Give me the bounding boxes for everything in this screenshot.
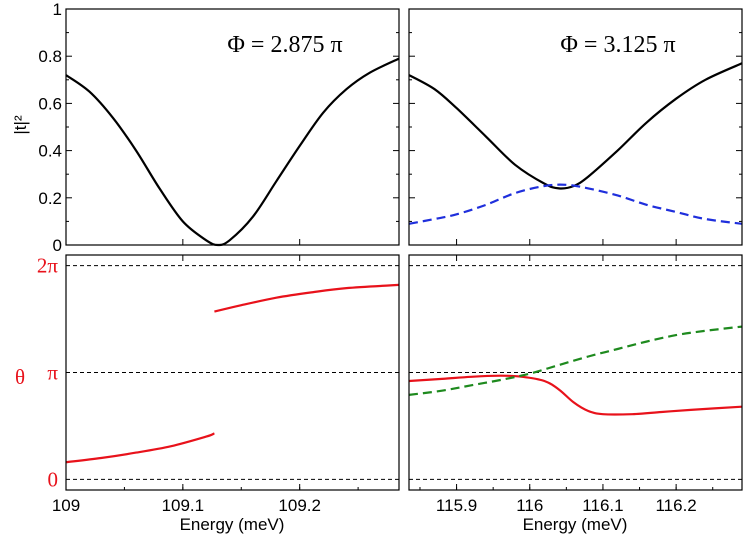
x-tick-label: 116 [516,496,543,515]
y-tick-label: 0.8 [38,47,62,66]
y-axis-title-phase: θ [15,365,25,389]
x-tick-label: 109.1 [162,496,205,515]
y-tick-label: 0.4 [38,142,62,161]
y-tick-label: 1 [53,0,62,19]
y-tick-label: π [47,361,58,385]
panel-bottom-left: 0 π 2π 109 109.1 109.2 [37,254,400,515]
x-tick-label: 109 [52,496,80,515]
y-tick-label: 0.6 [38,94,62,113]
series-line-bottom-left-1 [214,283,400,313]
plot-frame [408,254,743,491]
x-tick-label: 116.2 [655,496,696,515]
series-line-top-left-0 [65,57,400,247]
y-tick-label: 0 [48,467,59,491]
panel-top-left: 0 0.2 0.4 0.6 0.8 1 [38,0,400,255]
series-line-top-right-0 [408,62,743,190]
panel-title-left: Φ = 2.875 π [227,32,342,58]
y-tick-label: 0 [53,236,62,255]
series-line-bottom-right-1 [408,325,743,396]
y-axis-title-transmission: |t|² [11,115,30,135]
series-line-top-right-1 [408,183,743,225]
panel-title-right: Φ = 3.125 π [560,32,675,58]
x-axis-title-left: Energy (meV) [180,515,285,534]
panel-top-right [408,8,743,246]
x-tick-label: 115.9 [436,496,477,515]
x-axis-title-right: Energy (meV) [523,515,628,534]
x-tick-label: 109.2 [278,496,321,515]
y-tick-label: 2π [37,254,59,278]
plot-frame [65,254,400,491]
y-tick-label: 0.2 [38,189,62,208]
panel-bottom-right: 115.9 116 116.1 116.2 [408,254,743,515]
series-line-bottom-right-0 [408,374,743,416]
series-line-bottom-left-0 [65,432,215,464]
x-tick-label: 116.1 [582,496,623,515]
